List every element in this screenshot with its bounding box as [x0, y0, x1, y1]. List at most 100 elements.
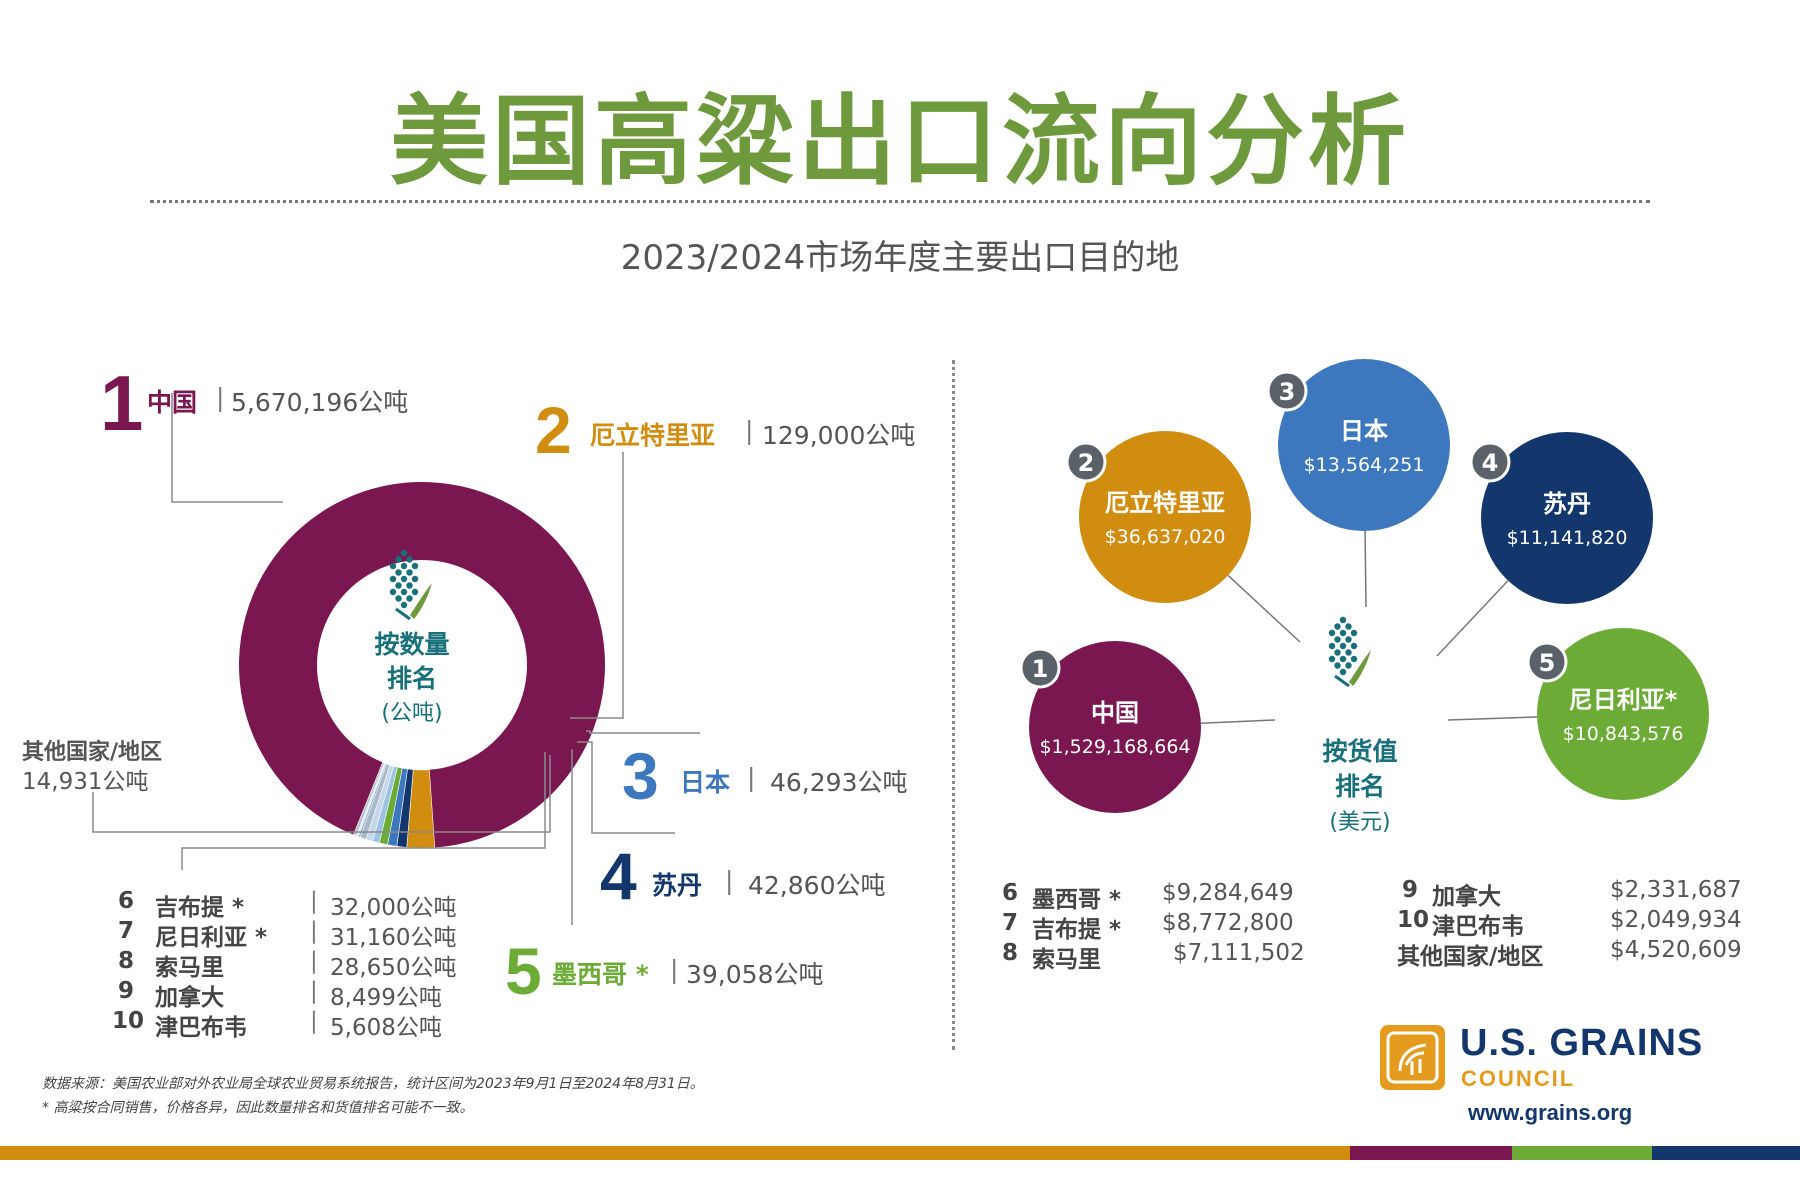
bubble-rank-number-3: 3	[1279, 378, 1296, 406]
qty-row-10-name: 津巴布韦	[155, 1015, 247, 1041]
val-row-others-name: 其他国家/地区	[1397, 944, 1544, 970]
bubble-name-1: 中国	[1091, 699, 1139, 727]
others-value: 14,931公吨	[22, 769, 149, 795]
bubble-connector-3	[1364, 530, 1367, 608]
bubble-connector-4	[1436, 580, 1509, 657]
leader-others	[92, 755, 551, 833]
qty-row-6-sep: |	[310, 888, 318, 914]
leader-china	[171, 393, 283, 503]
bubble-value-3: $13,564,251	[1304, 454, 1425, 476]
val-row-9-rank: 9	[1402, 877, 1419, 903]
val-row-8-rank: 8	[1002, 940, 1019, 966]
rank-1-sep: |	[216, 383, 225, 412]
bubble-3	[1278, 359, 1450, 531]
rank-1-name: 中国	[147, 388, 198, 417]
logo-url[interactable]: www.grains.org	[1468, 1100, 1633, 1125]
footer-stripe-green	[1512, 1146, 1652, 1160]
qty-row-10-value: 5,608公吨	[330, 1015, 442, 1041]
qty-row-7: 7	[118, 918, 134, 944]
bubble-value-5: $10,843,576	[1563, 723, 1684, 745]
qty-row-7-name: 尼日利亚 *	[155, 925, 268, 951]
val-row-others-value: $4,520,609	[1610, 937, 1742, 963]
bubble-connector-1	[1200, 719, 1276, 724]
bubble-1	[1029, 641, 1201, 813]
qty-row-8-sep: |	[310, 948, 318, 974]
qty-row-9: 9	[118, 978, 134, 1004]
rank-1-number: 1	[100, 359, 144, 447]
source-note: 数据来源：美国农业部对外农业局全球农业贸易系统报告，统计区间为2023年9月1日…	[42, 1076, 704, 1092]
qty-row-8-name: 索马里	[155, 955, 224, 981]
rank-4-name: 苏丹	[652, 871, 703, 900]
bubble-name-2: 厄立特里亚	[1105, 489, 1225, 517]
qty-row-9-value: 8,499公吨	[330, 985, 442, 1011]
val-row-8-value: $7,111,502	[1173, 940, 1305, 966]
value-center-label-1: 按货值	[1322, 737, 1397, 766]
val-row-10-value: $2,049,934	[1610, 907, 1742, 933]
footer-stripe-purple	[1350, 1146, 1512, 1160]
val-row-7-name: 吉布提 *	[1032, 917, 1122, 943]
val-row-8-name: 索马里	[1032, 947, 1101, 973]
bubble-value-2: $36,637,020	[1105, 526, 1226, 548]
rank-2-number: 2	[535, 393, 572, 467]
donut-slice-china	[239, 481, 606, 848]
bubble-rank-number-5: 5	[1539, 649, 1556, 677]
rank-number: 10	[112, 1008, 145, 1034]
usgc-logo-icon	[1380, 1025, 1445, 1090]
val-row-7-rank: 7	[1002, 910, 1019, 936]
footer-stripe-navy	[1652, 1146, 1800, 1160]
footer-stripe-orange	[0, 1146, 1350, 1160]
donut-slice-others	[353, 761, 385, 837]
leader-mexico	[571, 749, 573, 925]
rank-number: 8	[118, 948, 135, 974]
rank-2-value: 129,000公吨	[762, 421, 916, 450]
rank-5-sep: |	[670, 955, 679, 984]
qty-row-10-sep: |	[310, 1008, 318, 1034]
qty-row-6-name: 吉布提 *	[155, 895, 245, 921]
val-row-9-value: $2,331,687	[1610, 877, 1742, 903]
rank-2-sep: |	[745, 416, 754, 445]
bubble-rank-number-2: 2	[1078, 449, 1095, 477]
qty-row-9-name: 加拿大	[155, 985, 224, 1011]
rank-3-value: 46,293公吨	[770, 768, 908, 797]
rank-4-number: 4	[600, 839, 637, 913]
bubble-rank-number-4: 4	[1482, 449, 1499, 477]
rank-3-number: 3	[622, 739, 659, 813]
val-row-10-rank: 10	[1397, 907, 1430, 933]
leader-eritrea	[570, 452, 624, 719]
logo-line2: COUNCIL	[1461, 1066, 1576, 1091]
rank-number: 6	[118, 888, 135, 914]
rank-2-name: 厄立特里亚	[590, 421, 716, 450]
panel-divider	[952, 360, 955, 1050]
donut-center-unit: (公吨)	[381, 701, 442, 726]
val-row-10-name: 津巴布韦	[1432, 914, 1524, 940]
val-row-6-rank: 6	[1002, 880, 1019, 906]
sorghum-icon	[389, 549, 432, 621]
title-divider	[150, 200, 1650, 203]
footnote: * 高粱按合同销售，价格各异，因此数量排名和货值排名可能不一致。	[42, 1100, 474, 1116]
bubble-5	[1537, 628, 1709, 800]
bubble-rank-badge-1	[1019, 647, 1061, 689]
rank-4-value: 42,860公吨	[748, 871, 886, 900]
bubble-rank-badge-3	[1266, 370, 1308, 412]
bubble-value-1: $1,529,168,664	[1039, 736, 1190, 758]
leader-sudan	[577, 741, 675, 834]
val-row-6-value: $9,284,649	[1162, 880, 1294, 906]
logo-line1: U.S. GRAINS	[1460, 1022, 1704, 1064]
rank-5-name: 墨西哥 *	[552, 960, 649, 989]
rank-3-name: 日本	[680, 768, 731, 797]
qty-row-7-sep: |	[310, 918, 318, 944]
bubble-name-5: 尼日利亚*	[1569, 686, 1678, 714]
bubble-name-4: 苏丹	[1543, 490, 1591, 518]
qty-row-7-value: 31,160公吨	[330, 925, 457, 951]
rank-1-value: 5,670,196公吨	[231, 388, 409, 417]
page-title: 美国高粱出口流向分析	[389, 85, 1410, 199]
donut-center-label-1: 按数量	[374, 630, 449, 659]
qty-row-6-value: 32,000公吨	[330, 895, 457, 921]
bubble-rank-badge-5	[1526, 641, 1568, 683]
bubble-rank-number-1: 1	[1032, 655, 1049, 683]
leader-group	[181, 752, 546, 870]
rank-4-sep: |	[725, 866, 734, 895]
bubble-2	[1079, 431, 1251, 603]
others-name: 其他国家/地区	[22, 740, 163, 765]
